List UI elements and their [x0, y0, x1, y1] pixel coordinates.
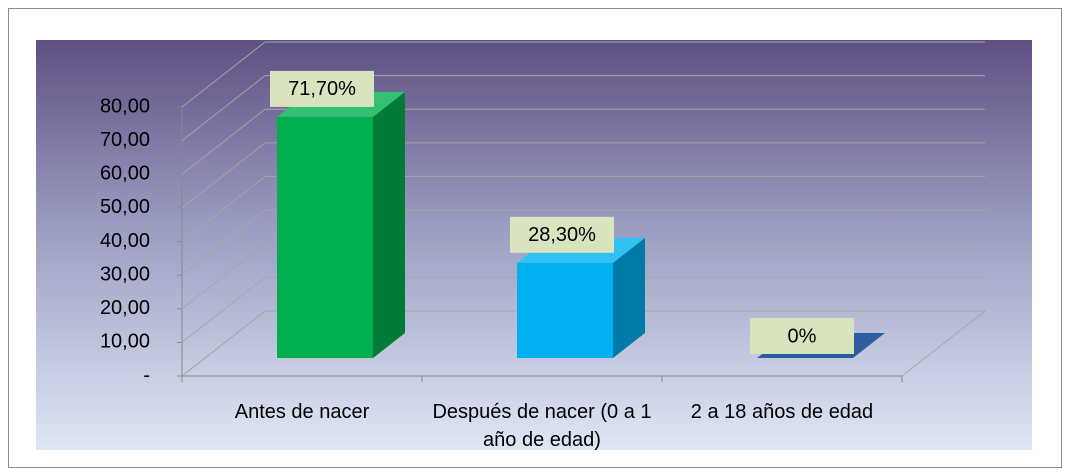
grid-line: [181, 243, 266, 310]
y-tick-label: 70,00: [100, 129, 150, 151]
x-tick-label: 2 a 18 años de edad: [690, 401, 874, 423]
value-label-box: [750, 318, 854, 354]
grid-line: [181, 209, 266, 276]
grid-line: [181, 75, 266, 142]
y-tick-label: 40,00: [100, 230, 150, 252]
value-label-box: [510, 216, 614, 253]
y-tick-label: 20,00: [100, 297, 150, 319]
grid-line: [181, 142, 266, 209]
x-tick-label: Antes de nacer: [234, 401, 370, 423]
y-tick-label: 30,00: [100, 263, 150, 285]
y-tick-label: 10,00: [100, 331, 150, 353]
bar-front: [277, 116, 373, 358]
grid-line: [181, 310, 266, 377]
value-label: 0%: [788, 325, 817, 347]
x-tick-label: Después de nacer (0 a 1 año de edad): [432, 401, 652, 451]
grid-line: [181, 108, 266, 175]
grid-line: [181, 276, 266, 343]
bar-side: [613, 237, 645, 358]
bar-front: [517, 262, 613, 358]
grid-line: [181, 176, 266, 242]
y-tick-label: 50,00: [100, 196, 150, 218]
grid-line: [181, 41, 266, 108]
value-label: 28,30%: [528, 224, 596, 246]
value-label-box: [270, 70, 374, 107]
bar-side: [373, 91, 405, 358]
value-label: 71,70%: [288, 78, 356, 100]
y-tick-label: 60,00: [100, 163, 150, 185]
y-tick-label: 80,00: [100, 95, 150, 117]
y-tick-label: -: [143, 364, 150, 386]
